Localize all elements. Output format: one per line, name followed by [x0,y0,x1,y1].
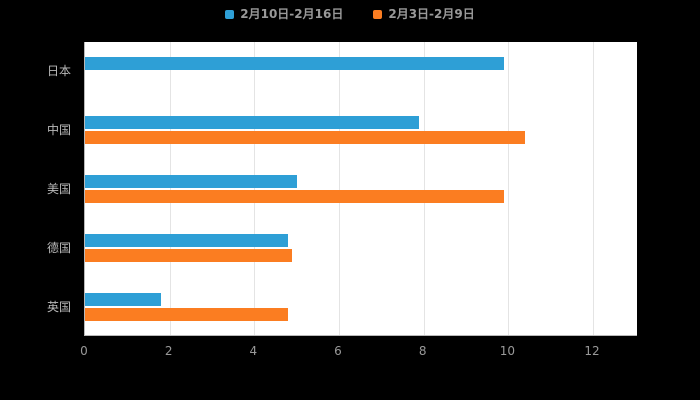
x-tick-label: 4 [249,344,258,358]
gridline [339,42,340,335]
legend-label-week-feb3-9: 2月3日-2月9日 [388,7,475,21]
x-tick-label: 0 [80,344,88,358]
bar-orange [85,131,526,145]
gridline [254,42,256,335]
bar-blue [85,292,162,306]
bar-orange [85,190,505,203]
gridline [423,42,425,335]
gridline [508,42,510,335]
category-label: 日本 [46,64,71,79]
x-tick-label: 6 [334,344,342,358]
category-label: 中国 [46,123,71,138]
legend-label-week-feb10-16: 2月10日-2月16日 [240,7,344,21]
legend-marker-blue-icon [225,9,235,19]
x-tick-label: 2 [164,344,173,358]
gridline [593,42,594,335]
legend-marker-orange-icon [373,9,383,19]
x-tick-label: 8 [418,344,427,358]
legend-item-week-feb3-9[interactable]: 2月3日-2月9日 [373,7,475,21]
legend-item-week-feb10-16[interactable]: 2月10日-2月16日 [225,8,343,20]
category-label: 德国 [46,240,71,255]
bar-orange [85,307,289,321]
gridline [169,42,171,335]
category-label: 英国 [46,299,71,314]
bar-blue [85,116,420,130]
plot-area [84,42,637,336]
bar-blue [85,175,297,188]
x-tick-label: 10 [499,344,515,358]
bar-blue [85,233,289,247]
category-label: 美国 [46,182,71,196]
legend: 2月10日-2月16日 2月3日-2月9日 [0,8,700,20]
bar-blue [85,57,505,71]
x-tick-label: 12 [584,344,600,358]
bar-orange [85,248,293,262]
